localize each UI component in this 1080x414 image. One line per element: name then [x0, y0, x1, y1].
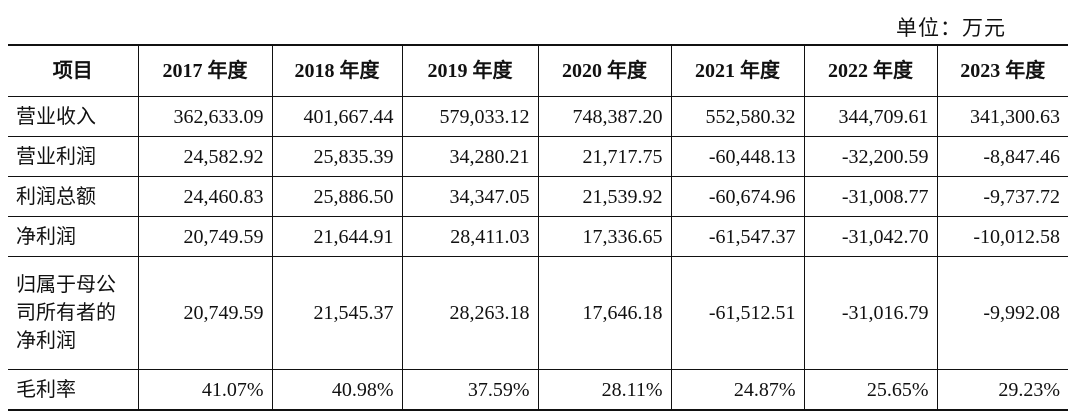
table-cell: 17,336.65 — [537, 216, 672, 257]
table-row: 营业利润 24,582.92 25,835.39 34,280.21 21,71… — [8, 136, 1068, 177]
table-cell: 20,749.59 — [137, 256, 273, 370]
table-cell: -32,200.59 — [803, 136, 938, 177]
table-cell: -60,448.13 — [670, 136, 805, 177]
header-year: 2018 年度 — [271, 45, 403, 97]
row-label: 归属于母公司所有者的净利润 — [8, 256, 139, 370]
table-row: 利润总额 24,460.83 25,886.50 34,347.05 21,53… — [8, 176, 1068, 217]
table-cell: 21,717.75 — [537, 136, 672, 177]
table-cell: 748,387.20 — [537, 96, 672, 137]
table-cell: -61,547.37 — [670, 216, 805, 257]
table-cell: -31,042.70 — [803, 216, 938, 257]
table-cell: 362,633.09 — [137, 96, 273, 137]
header-item: 项目 — [8, 45, 139, 97]
table-cell: 28,263.18 — [401, 256, 539, 370]
table-row: 营业收入 362,633.09 401,667.44 579,033.12 74… — [8, 96, 1068, 137]
table-row: 归属于母公司所有者的净利润 20,749.59 21,545.37 28,263… — [8, 256, 1068, 370]
table-row: 净利润 20,749.59 21,644.91 28,411.03 17,336… — [8, 216, 1068, 257]
table-cell: 25.65% — [803, 369, 938, 410]
table-cell: 24,460.83 — [137, 176, 273, 217]
row-label: 营业利润 — [8, 136, 139, 177]
table-cell: -10,012.58 — [936, 216, 1068, 257]
row-label: 营业收入 — [8, 96, 139, 137]
table-cell: 24,582.92 — [137, 136, 273, 177]
table-cell: 552,580.32 — [670, 96, 805, 137]
header-year: 2021 年度 — [670, 45, 805, 97]
table-cell: 41.07% — [137, 369, 273, 410]
table-cell: 20,749.59 — [137, 216, 273, 257]
table-cell: 25,835.39 — [271, 136, 403, 177]
header-year: 2019 年度 — [401, 45, 539, 97]
row-label: 净利润 — [8, 216, 139, 257]
table-cell: 344,709.61 — [803, 96, 938, 137]
table-header-row: 项目 2017 年度 2018 年度 2019 年度 2020 年度 2021 … — [8, 45, 1068, 97]
table-cell: 21,644.91 — [271, 216, 403, 257]
table-cell: -31,008.77 — [803, 176, 938, 217]
table-cell: 17,646.18 — [537, 256, 672, 370]
table-cell: -31,016.79 — [803, 256, 938, 370]
table-cell: -8,847.46 — [936, 136, 1068, 177]
table-cell: 37.59% — [401, 369, 539, 410]
table-cell: 40.98% — [271, 369, 403, 410]
table-cell: 29.23% — [936, 369, 1068, 410]
table-cell: 21,545.37 — [271, 256, 403, 370]
table-cell: -61,512.51 — [670, 256, 805, 370]
table-cell: 24.87% — [670, 369, 805, 410]
table-cell: -60,674.96 — [670, 176, 805, 217]
table-cell: -9,992.08 — [936, 256, 1068, 370]
table-cell: 28,411.03 — [401, 216, 539, 257]
header-year: 2022 年度 — [803, 45, 938, 97]
table-cell: 28.11% — [537, 369, 672, 410]
table-row: 毛利率 41.07% 40.98% 37.59% 28.11% 24.87% 2… — [8, 369, 1068, 410]
header-year: 2017 年度 — [137, 45, 273, 97]
table-cell: 34,347.05 — [401, 176, 539, 217]
table-cell: -9,737.72 — [936, 176, 1068, 217]
table-cell: 579,033.12 — [401, 96, 539, 137]
row-label: 毛利率 — [8, 369, 139, 410]
header-year: 2020 年度 — [537, 45, 672, 97]
table-cell: 21,539.92 — [537, 176, 672, 217]
unit-label: 单位：万元 — [896, 16, 1006, 40]
header-year: 2023 年度 — [936, 45, 1068, 97]
financial-table: 项目 2017 年度 2018 年度 2019 年度 2020 年度 2021 … — [8, 44, 1068, 411]
table-cell: 34,280.21 — [401, 136, 539, 177]
row-label: 利润总额 — [8, 176, 139, 217]
table-cell: 401,667.44 — [271, 96, 403, 137]
table-cell: 341,300.63 — [936, 96, 1068, 137]
table-cell: 25,886.50 — [271, 176, 403, 217]
